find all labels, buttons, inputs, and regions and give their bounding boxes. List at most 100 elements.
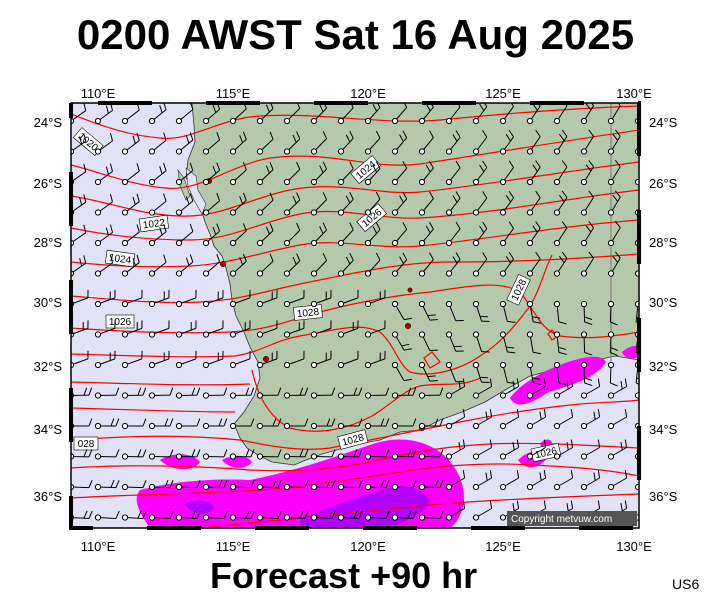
wind-barb-feather (331, 418, 336, 427)
wind-barb-feather (223, 480, 228, 488)
wind-barb-station (229, 178, 237, 186)
wind-barb-feather (614, 129, 621, 137)
wind-barb-feather (353, 387, 358, 396)
wind-barb-feather (479, 225, 485, 233)
wind-barb-feather (358, 449, 363, 457)
wind-barb-feather (508, 160, 514, 168)
wind-barb-feather (489, 470, 493, 479)
wind-barb-feather (110, 479, 115, 488)
wind-barb-station (391, 270, 399, 277)
wind-barb-feather (532, 164, 538, 172)
wind-barb-station (202, 453, 210, 460)
wind-barb-feather (399, 256, 404, 264)
wind-barb-station (148, 300, 156, 308)
wind-barb-station (499, 239, 507, 247)
wind-barb-feather (403, 348, 412, 351)
wind-barb-feather (652, 409, 653, 417)
wind-barb-feather (570, 470, 574, 479)
wind-barb-station (256, 117, 264, 125)
wind-barb-feather (642, 191, 647, 197)
wind-barb-station (607, 331, 615, 338)
wind-barb-feather (218, 418, 223, 427)
wind-barb-feather (375, 222, 381, 230)
wind-barb-station (553, 270, 561, 277)
wind-barb-station (337, 117, 345, 125)
wind-barb-feather (610, 382, 618, 387)
wind-barb-feather (372, 104, 378, 112)
wind-barb-feather (543, 409, 547, 418)
wind-barb-feather (296, 253, 301, 262)
wind-barb-feather (277, 510, 282, 519)
wind-barb-station (175, 300, 183, 308)
wind-barb-station (202, 392, 210, 399)
wind-barb-station (553, 209, 561, 216)
wind-barb-feather (512, 381, 515, 390)
wind-barb-feather (292, 195, 297, 204)
wind-barb-feather (189, 132, 194, 141)
wind-barb-feather (638, 164, 639, 165)
wind-barb-feather (427, 375, 436, 378)
wind-barb-feather (385, 449, 390, 457)
wind-barb-feather (243, 103, 247, 110)
wind-barb-station (553, 331, 561, 338)
wind-barb-feather (559, 194, 565, 202)
wind-barb-feather (543, 439, 547, 448)
wind-barb-feather (516, 470, 520, 479)
wind-barb-station (472, 239, 480, 247)
wind-barb-station (391, 331, 399, 338)
wind-barb-station (499, 300, 507, 308)
wind-barb-feather (614, 159, 621, 167)
wind-barb-feather (349, 191, 354, 200)
wind-barb-feather (508, 221, 514, 229)
wind-barb-feather (322, 161, 328, 170)
wind-barb-station (229, 422, 237, 430)
wind-barb-feather (79, 136, 83, 145)
wind-barb-station (607, 117, 615, 125)
wind-barb-station (310, 331, 318, 338)
wind-barb-station (202, 300, 210, 308)
wind-barb-station (256, 453, 264, 460)
wind-barb-feather (455, 252, 461, 260)
wind-barb-station (337, 270, 345, 277)
wind-barb-feather (624, 409, 628, 418)
wind-barb-station (256, 178, 264, 186)
wind-barb-station (607, 178, 615, 186)
wind-barb-station (94, 483, 102, 491)
wind-barb-feather (105, 227, 109, 236)
wind-barb-feather (559, 133, 565, 141)
wind-barb-feather (402, 191, 408, 200)
wind-barb-feather (485, 472, 488, 481)
wind-barb-feather (385, 387, 390, 396)
wind-barb-feather (216, 223, 221, 232)
wind-barb-station (175, 239, 183, 247)
wind-barb-feather (455, 130, 461, 138)
wind-barb-station (337, 209, 345, 216)
wind-barb-feather (319, 104, 324, 112)
wind-barb-station (175, 422, 183, 430)
wind-barb-feather (570, 500, 574, 509)
wind-barb-station (499, 209, 507, 216)
wind-barb-shaft (637, 394, 639, 396)
wind-barb-feather (412, 449, 417, 457)
wind-barb-station (391, 239, 399, 247)
wind-barb-station (607, 453, 615, 460)
wind-barb-feather (196, 510, 201, 519)
wind-barb-station (445, 453, 453, 460)
wind-barb-station (580, 148, 588, 155)
wind-barb-feather (239, 135, 244, 143)
wind-barb-station (121, 239, 129, 247)
svg-text:24°S: 24°S (34, 115, 63, 130)
wind-barb-station (607, 148, 615, 155)
wind-barb-feather (250, 418, 255, 427)
wind-barb-feather (142, 449, 147, 457)
wind-barb-station (634, 270, 639, 277)
wind-barb-station (202, 117, 210, 125)
wind-barb-feather (349, 161, 354, 170)
wind-barb-feather (349, 252, 354, 261)
wind-barb-feather (245, 387, 250, 396)
wind-barb-station (121, 300, 129, 308)
wind-barb-station (310, 209, 318, 216)
wind-barb-station (499, 178, 507, 186)
lat-ticks-right: 24°S 26°S 28°S 30°S 32°S 34°S 36°S (649, 115, 678, 504)
wind-barb-station (499, 422, 507, 430)
